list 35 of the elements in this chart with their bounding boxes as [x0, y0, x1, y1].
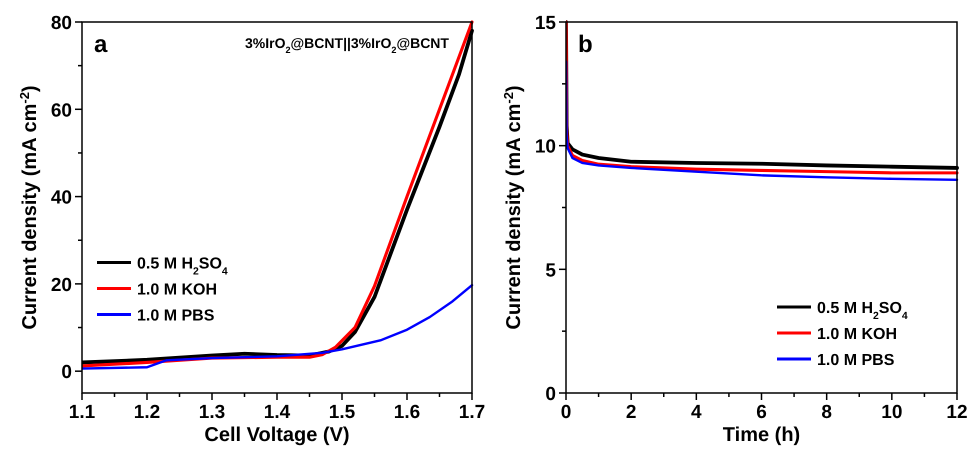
y-tick-label: 10	[534, 136, 556, 158]
legend-label: 1.0 M KOH	[137, 282, 218, 298]
x-tick-label: 2	[626, 402, 636, 423]
y-tick-label: 5	[545, 260, 556, 282]
x-axis-title: Time (h)	[722, 424, 800, 446]
x-tick-label: 1.4	[264, 402, 291, 423]
y-tick-label: 60	[50, 100, 72, 122]
legend-label: 0.5 M H$_{2}$SO$_{4}$	[137, 256, 228, 277]
annotation: b	[578, 31, 593, 58]
annotation: 3%IrO$_{2}$@BCNT||3%IrO$_{2}$@BCNT	[245, 35, 450, 55]
x-tick-label: 1.1	[68, 402, 96, 423]
legend-label: 1.0 M PBS	[817, 352, 895, 369]
y-tick-label: 0	[545, 384, 556, 405]
line-series	[82, 284, 474, 370]
x-tick-label: 1.6	[394, 402, 420, 423]
x-tick-label: 12	[946, 402, 968, 423]
y-tick-label: 0	[61, 362, 72, 384]
x-tick-label: 1.2	[134, 402, 160, 423]
y-tick-label: 40	[50, 188, 72, 209]
annotation: a	[94, 31, 108, 58]
legend-label: 1.0 M PBS	[137, 308, 215, 324]
x-tick-label: 0	[560, 402, 572, 423]
y-tick-label: 15	[534, 13, 556, 34]
x-tick-label: 1.5	[328, 402, 356, 423]
x-tick-label: 1.7	[458, 402, 486, 423]
x-axis-title: Cell Voltage (V)	[204, 424, 350, 446]
x-tick-label: 10	[881, 402, 902, 423]
y-tick-label: 80	[50, 13, 72, 34]
x-tick-label: 4	[691, 402, 702, 423]
legend-label: 0.5 M H$_{2}$SO$_{4}$	[817, 300, 908, 322]
y-tick-label: 20	[50, 274, 72, 296]
x-tick-label: 6	[756, 402, 767, 423]
x-tick-label: 1.3	[198, 402, 226, 423]
x-tick-label: 8	[821, 402, 832, 423]
legend-label: 1.0 M KOH	[817, 326, 898, 343]
